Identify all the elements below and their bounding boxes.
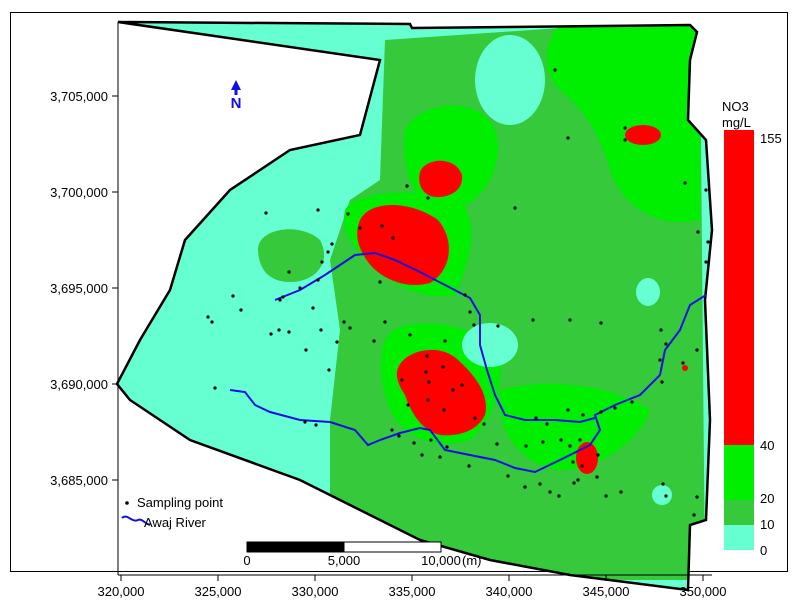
zone-40-155-b	[419, 160, 463, 198]
river-symbol	[121, 515, 151, 526]
colorbar-title: NO3	[722, 99, 749, 114]
colorbar-label: 0	[760, 543, 767, 558]
zone-40-155-d	[625, 125, 661, 145]
x-tick-label: 325,000	[195, 584, 242, 599]
map-frame	[10, 12, 788, 572]
colorbar: NO3 mg/L 155 40 20 10 0	[722, 99, 782, 558]
scale-label: 10,000	[421, 553, 461, 568]
awaj-river-tributary	[274, 251, 596, 424]
colorbar-label: 155	[760, 131, 782, 146]
zone-40-155-a	[357, 205, 449, 286]
x-tick-label: 340,000	[486, 584, 533, 599]
colorbar-band-40-155	[724, 130, 754, 445]
colorbar-label: 40	[760, 438, 774, 453]
zone-10-20-c	[343, 319, 357, 333]
x-tick-label: 335,000	[389, 584, 436, 599]
legend-sampling-point: Sampling point	[137, 495, 223, 510]
map-legend: Sampling point Awaj River	[121, 495, 223, 530]
y-tick-label: 3,690,000	[50, 377, 108, 392]
zone-0-10-d	[636, 278, 660, 306]
north-label: N	[231, 95, 242, 112]
x-tick-label: 330,000	[292, 584, 339, 599]
zone-40-155-c	[396, 349, 486, 436]
north-arrow-icon: N	[231, 80, 242, 112]
colorbar-band-0-10	[724, 525, 754, 550]
colorbar-unit: mg/L	[722, 115, 751, 130]
y-tick-label: 3,685,000	[50, 473, 108, 488]
zone-10-20-b	[258, 229, 325, 282]
zone-0-10-e	[652, 485, 672, 505]
sampling-points	[206, 68, 710, 517]
zone-40-155-f	[682, 365, 688, 371]
map-axes	[112, 22, 712, 581]
zone-0-10-c	[462, 323, 518, 367]
x-tick-label: 345,000	[583, 584, 630, 599]
scale-bar-white	[343, 541, 442, 553]
y-tick-label: 3,695,000	[50, 281, 108, 296]
scale-bar-black	[246, 541, 345, 553]
colorbar-label: 10	[760, 517, 774, 532]
colorbar-label: 20	[760, 491, 774, 506]
y-tick-label: 3,705,000	[50, 89, 108, 104]
legend-river: Awaj River	[144, 515, 207, 530]
awaj-river	[229, 294, 707, 474]
y-tick-label: 3,700,000	[50, 185, 108, 200]
x-tick-label: 320,000	[98, 584, 145, 599]
scale-label: 0	[243, 553, 250, 568]
x-tick-label: 350,000	[680, 584, 727, 599]
scale-unit: (m)	[462, 553, 482, 568]
scale-label: 5,000	[328, 553, 361, 568]
sampling-point-symbol	[125, 501, 129, 505]
colorbar-band-20-40	[724, 445, 754, 500]
colorbar-band-10-20	[724, 500, 754, 525]
scale-bar: 0 5,000 10,000 (m)	[243, 541, 482, 568]
zone-0-10-b	[475, 35, 545, 125]
